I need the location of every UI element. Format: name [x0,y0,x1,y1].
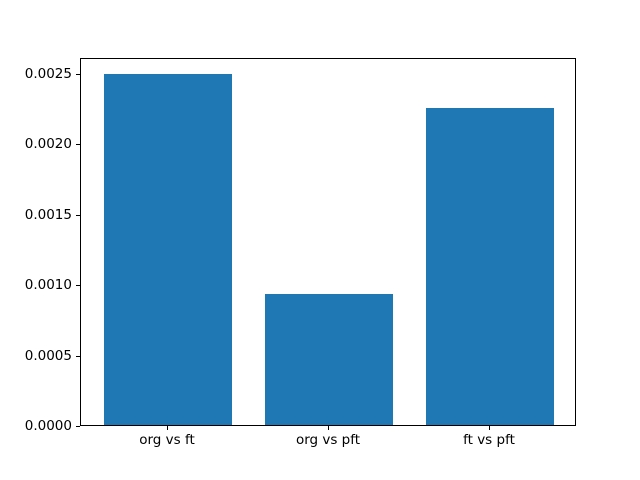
bar-org-vs-ft [103,73,233,425]
x-tick-label-ft-vs-pft: ft vs pft [463,432,515,448]
y-tick-mark [76,73,80,75]
x-tick-label-org-vs-ft: org vs ft [139,432,195,448]
plot-area [80,58,576,426]
y-tick-label: 0.0000 [24,418,72,434]
x-tick-mark [489,426,490,430]
y-tick-mark [76,355,80,357]
x-tick-mark [167,426,168,430]
y-tick-label: 0.0015 [24,206,72,223]
y-tick-label: 0.0025 [24,65,72,82]
y-tick-label: 0.0005 [24,347,72,364]
y-tick-mark [76,214,80,216]
x-tick-label-org-vs-pft: org vs pft [295,432,361,448]
y-tick-label: 0.0010 [24,277,72,293]
y-tick-label: 0.0020 [24,136,72,152]
bar-ft-vs-pft [425,107,555,425]
y-tick-mark [76,426,80,427]
bar-org-vs-pft [264,293,394,425]
y-tick-mark [76,285,80,286]
x-tick-mark [328,426,329,430]
y-tick-mark [76,144,80,145]
